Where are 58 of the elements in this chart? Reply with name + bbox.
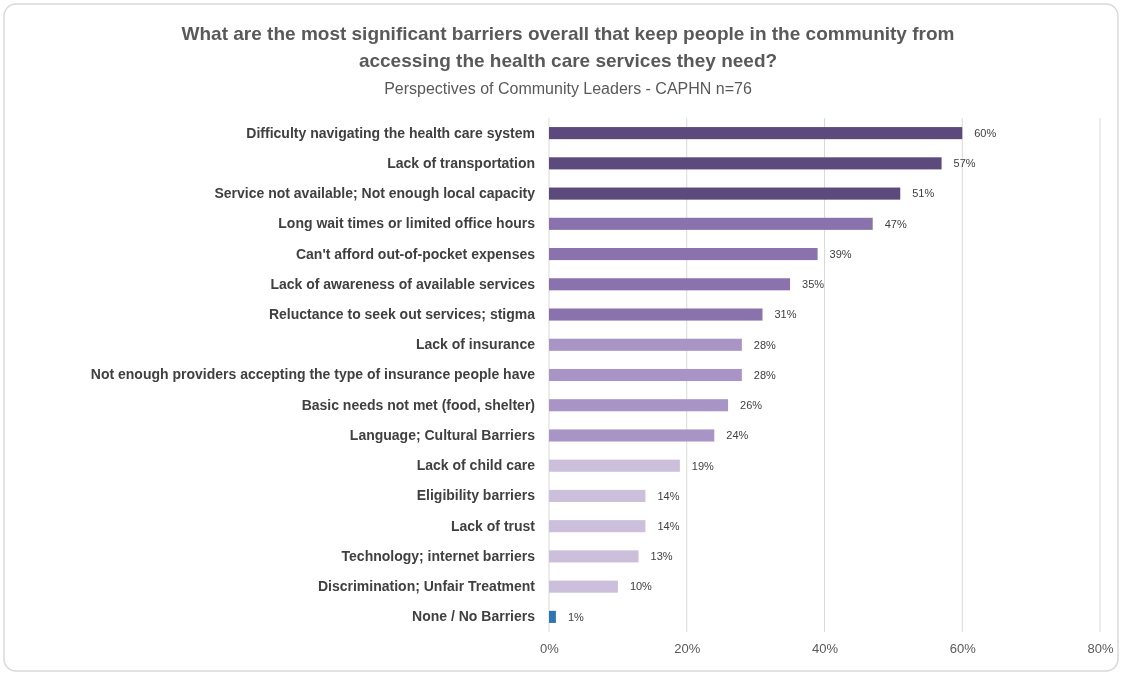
bar bbox=[549, 338, 742, 351]
data-label: 28% bbox=[753, 338, 777, 351]
y-tick-label: Lack of awareness of available services bbox=[270, 275, 536, 292]
data-label: 39% bbox=[829, 247, 852, 260]
y-tick-label: Lack of insurance bbox=[415, 336, 536, 353]
bar bbox=[549, 157, 942, 170]
bar bbox=[549, 580, 618, 593]
data-label: 24% bbox=[726, 429, 749, 442]
y-tick-label: Reluctance to seek out services; stigma bbox=[268, 306, 536, 323]
y-tick-label: Basic needs not met (food, shelter) bbox=[301, 396, 535, 413]
y-tick-label: Not enough providers accepting the type of insurance people have bbox=[90, 366, 536, 383]
y-tick-label: Discrimination; Unfair Treatment bbox=[317, 578, 536, 595]
data-label: 14% bbox=[657, 520, 680, 533]
bar bbox=[549, 610, 556, 623]
data-label: 10% bbox=[629, 580, 653, 593]
x-tick-label: 80% bbox=[1087, 641, 1114, 657]
y-tick-label: Language; Cultural Barriers bbox=[349, 426, 536, 443]
data-label: 35% bbox=[802, 278, 825, 291]
y-tick-label: Technology; internet barriers bbox=[341, 547, 536, 564]
bar bbox=[549, 308, 763, 321]
chart-subtitle: Perspectives of Community Leaders - CAPHN n=76 bbox=[384, 80, 752, 97]
y-tick-label: Lack of child care bbox=[416, 457, 536, 474]
y-tick-label: Service not available; Not enough local capacity bbox=[214, 185, 536, 202]
y-tick-label: Long wait times or limited office hours bbox=[278, 215, 536, 232]
bar bbox=[549, 429, 715, 442]
bar bbox=[549, 459, 680, 472]
y-tick-label: Lack of trust bbox=[450, 517, 536, 534]
bar bbox=[549, 127, 963, 140]
y-tick-label: Eligibility barriers bbox=[416, 487, 536, 504]
y-tick-label: None / No Barriers bbox=[412, 608, 536, 625]
bar bbox=[549, 248, 818, 261]
data-label: 51% bbox=[912, 187, 935, 200]
data-label: 28% bbox=[753, 368, 777, 381]
data-label: 1% bbox=[567, 610, 585, 623]
y-tick-label: Difficulty navigating the health care system bbox=[246, 124, 535, 141]
y-tick-label: Can't afford out-of-pocket expenses bbox=[295, 245, 536, 262]
data-label: 57% bbox=[953, 157, 976, 170]
y-tick-label: Lack of transportation bbox=[387, 154, 535, 171]
data-label: 26% bbox=[740, 399, 763, 412]
data-label: 31% bbox=[774, 308, 797, 321]
bar bbox=[549, 520, 646, 533]
data-label: 13% bbox=[650, 550, 673, 563]
bar bbox=[549, 550, 639, 563]
x-tick-label: 20% bbox=[674, 641, 701, 657]
x-tick-label: 0% bbox=[540, 641, 560, 657]
data-label: 60% bbox=[974, 126, 997, 139]
bar bbox=[549, 217, 873, 230]
bar bbox=[549, 368, 742, 382]
chart-title: What are the most significant barriers overall that keep people in the community from accessing the health care services they need? bbox=[181, 23, 955, 71]
data-label: 14% bbox=[657, 489, 680, 502]
x-tick-label: 40% bbox=[811, 641, 839, 657]
bar bbox=[549, 399, 729, 412]
data-label: 19% bbox=[691, 459, 715, 472]
bar bbox=[549, 278, 791, 291]
bar bbox=[549, 187, 901, 200]
bar bbox=[549, 489, 646, 502]
x-tick-label: 60% bbox=[949, 641, 977, 657]
data-label: 47% bbox=[884, 217, 907, 230]
